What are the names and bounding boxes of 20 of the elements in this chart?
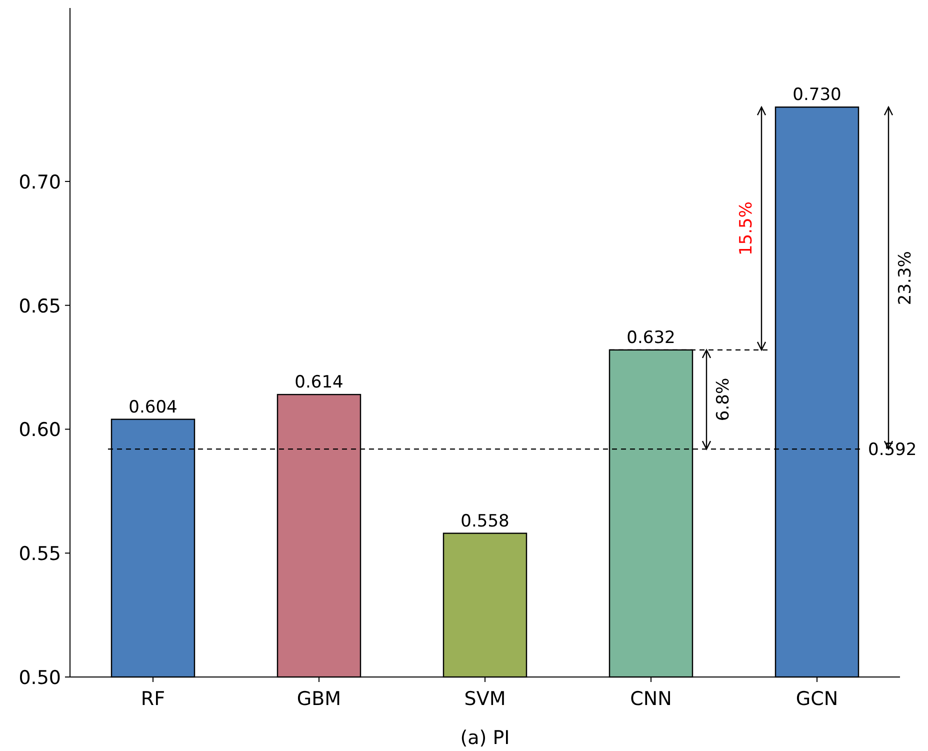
text: 23.3% bbox=[896, 251, 916, 306]
ref-line-label: 0.592 bbox=[868, 440, 917, 460]
data-label: 0.558 bbox=[460, 511, 510, 532]
y-tick-label: 0.60 bbox=[18, 419, 61, 442]
x-tick-label: GBM bbox=[296, 688, 342, 710]
x-tick-label: CNN bbox=[630, 688, 672, 710]
x-axis-title: (a) PI bbox=[460, 727, 510, 749]
y-tick-label: 0.70 bbox=[18, 171, 61, 194]
annotation: 6.8% bbox=[714, 378, 734, 422]
y-tick-label: 0.55 bbox=[18, 543, 61, 566]
data-label: 0.730 bbox=[792, 85, 842, 106]
x-tick-label: SVM bbox=[464, 688, 506, 710]
x-tick-label: GCN bbox=[796, 688, 838, 710]
annotation: 15.5% bbox=[736, 202, 756, 256]
y-tick-label: 0.50 bbox=[18, 667, 61, 689]
data-label: 0.614 bbox=[294, 372, 344, 393]
x-tick-label: RF bbox=[140, 688, 166, 710]
data-label: 0.632 bbox=[626, 328, 676, 348]
data-label: 0.604 bbox=[128, 397, 178, 418]
y-tick-label: 0.65 bbox=[18, 295, 61, 318]
